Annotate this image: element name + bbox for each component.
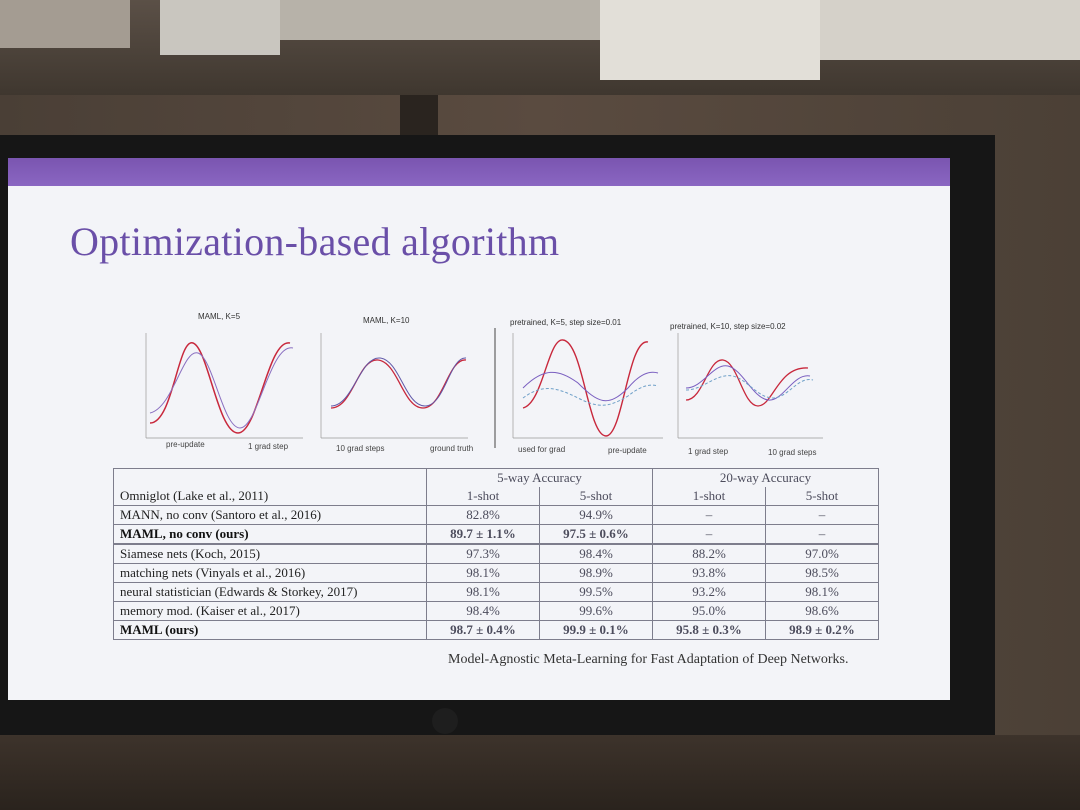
table-cell: 98.1% [765,582,879,602]
table-cell: 98.9 ± 0.2% [765,620,879,640]
method-name: Siamese nets (Koch, 2015) [113,543,427,564]
table-row: matching nets (Vinyals et al., 2016) 98.… [113,563,879,583]
ceiling-panel [0,0,130,48]
slide-header-bar [8,158,950,186]
method-name: neural statistician (Edwards & Storkey, … [113,582,427,602]
table-subheader-row: 1-shot 5-shot 1-shot 5-shot [114,487,879,506]
legend-item: 10 grad steps [768,448,817,457]
table-cell: 94.9% [539,505,653,525]
table-cell: 99.9 ± 0.1% [539,620,653,640]
ground-truth-curve [149,342,291,434]
method-name: MANN, no conv (Santoro et al., 2016) [113,505,427,525]
method-name: matching nets (Vinyals et al., 2016) [113,563,427,583]
dataset-header: Omniglot (Lake et al., 2011) [113,468,427,506]
ceiling-panel [600,0,820,80]
table-cell: 99.5% [539,582,653,602]
table-row: MANN, no conv (Santoro et al., 2016) 82.… [113,505,879,525]
table-cell: 97.0% [765,543,879,564]
shot-header: 1-shot [426,487,540,506]
table-cell: 93.2% [652,582,766,602]
method-name: MAML (ours) [113,620,427,640]
method-name: memory mod. (Kaiser et al., 2017) [113,601,427,621]
shot-header: 5-shot [539,487,653,506]
table-cell: 98.4% [539,543,653,564]
ceiling-panel [280,0,600,40]
grad-steps-curve [685,375,814,399]
plot-title: MAML, K=10 [363,316,410,325]
adapted-curve [330,357,467,407]
legend-item: 10 grad steps [336,444,385,453]
table-row: MAML (ours) 98.7 ± 0.4% 99.9 ± 0.1% 95.8… [113,620,879,640]
table-cell: 99.6% [539,601,653,621]
table-cell: 97.3% [426,543,540,564]
plot-title: MAML, K=5 [198,312,241,321]
grad-steps-curve [522,384,659,406]
legend-item: used for grad [518,445,566,454]
table-cell: 89.7 ± 1.1% [426,524,540,545]
ceiling-panel [160,0,280,55]
legend-item: ground truth [430,444,474,453]
table-cell: 98.9% [539,563,653,583]
plots-panel: MAML, K=5 MAML, K=10 pretrained, K=5, st… [138,312,828,458]
pre-update-curve [522,371,659,402]
results-table: Omniglot (Lake et al., 2011) 5-way Accur… [113,468,879,640]
group-header-20way: 20-way Accuracy [652,468,879,487]
legend-item: pre-update [166,440,205,449]
table-cell: 98.7 ± 0.4% [426,620,540,640]
ground-truth-curve [522,339,649,437]
pre-update-curve [685,365,811,401]
table-row: MAML, no conv (ours) 89.7 ± 1.1% 97.5 ± … [113,524,879,545]
legend-item: pre-update [608,446,647,455]
table-cell: – [652,505,766,525]
table-cell: 98.4% [426,601,540,621]
table-row: Siamese nets (Koch, 2015) 97.3% 98.4% 88… [113,543,879,564]
table-cell: – [765,505,879,525]
legend-item: 1 grad step [688,447,729,456]
shot-header: 5-shot [765,487,879,506]
lower-wall [0,735,1080,810]
presentation-slide: Optimization-based algorithm MAML, K=5 M… [8,158,950,700]
table-cell: 98.5% [765,563,879,583]
table-header-row: Omniglot (Lake et al., 2011) 5-way Accur… [113,468,879,506]
ceiling [0,0,1080,95]
table-row: memory mod. (Kaiser et al., 2017) 98.4% … [113,601,879,621]
shot-header: 1-shot [652,487,766,506]
microphone [432,708,458,734]
table-row: neural statistician (Edwards & Storkey, … [113,582,879,602]
pre-update-curve [149,347,294,429]
table-cell: 88.2% [652,543,766,564]
plot-title: pretrained, K=5, step size=0.01 [510,318,622,327]
table-cell: 98.1% [426,563,540,583]
table-cell: 95.0% [652,601,766,621]
plot-title: pretrained, K=10, step size=0.02 [670,322,786,331]
table-cell: – [652,524,766,545]
method-name: MAML, no conv (ours) [113,524,427,545]
sinusoid-plots [145,328,823,448]
paper-citation: Model-Agnostic Meta-Learning for Fast Ad… [448,652,849,667]
table-cell: 93.8% [652,563,766,583]
slide-title: Optimization-based algorithm [70,219,560,264]
table-cell: 98.6% [765,601,879,621]
legend-item: 1 grad step [248,442,289,451]
ceiling-panel [820,0,1080,60]
table-cell: 95.8 ± 0.3% [652,620,766,640]
table-cell: 97.5 ± 0.6% [539,524,653,545]
table-cell: 98.1% [426,582,540,602]
table-cell: 82.8% [426,505,540,525]
table-cell: – [765,524,879,545]
group-header-5way: 5-way Accuracy [426,468,653,487]
